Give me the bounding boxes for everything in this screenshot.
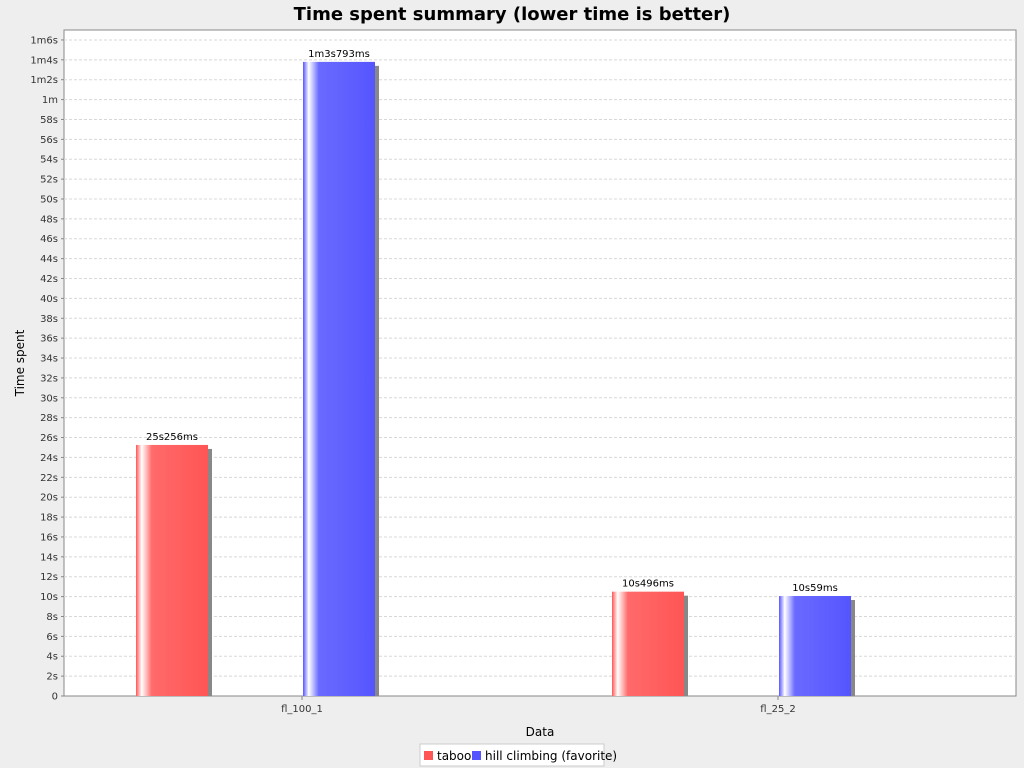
bars bbox=[136, 61, 855, 696]
y-tick-label: 1m bbox=[42, 95, 58, 106]
x-tick-label: fl_25_2 bbox=[760, 704, 795, 715]
y-tick-label: 50s bbox=[40, 194, 58, 205]
bar-value-label: 25s256ms bbox=[146, 432, 198, 443]
y-tick-label: 24s bbox=[40, 453, 58, 464]
legend: taboo hill climbing (favorite) bbox=[419, 743, 617, 767]
x-tick-label: fl_100_1 bbox=[281, 704, 323, 715]
y-tick-label: 30s bbox=[40, 393, 58, 404]
y-tick-label: 10s bbox=[40, 592, 58, 603]
y-tick-label: 2s bbox=[46, 672, 58, 683]
y-tick-label: 4s bbox=[46, 652, 58, 663]
y-tick-label: 16s bbox=[40, 532, 58, 543]
y-tick-label: 1m2s bbox=[30, 75, 58, 86]
y-tick-label: 8s bbox=[46, 612, 58, 623]
y-tick-label: 18s bbox=[40, 513, 58, 524]
y-tick-label: 12s bbox=[40, 572, 58, 583]
bar-taboo-fl_25_2 bbox=[612, 591, 684, 696]
plot-area bbox=[63, 29, 1017, 697]
bar-value-label: 10s496ms bbox=[622, 579, 674, 590]
legend-item-hill-climbing: hill climbing (favorite) bbox=[485, 749, 617, 763]
y-tick-label: 14s bbox=[40, 552, 58, 563]
legend-swatch-taboo bbox=[424, 751, 433, 760]
bar-hill-climbing-fl_100_1 bbox=[303, 61, 375, 696]
grid-lines bbox=[64, 39, 1016, 677]
legend-box bbox=[419, 743, 605, 767]
y-tick-label: 52s bbox=[40, 175, 58, 186]
chart-title: Time spent summary (lower time is better… bbox=[294, 4, 731, 25]
bar-value-label: 10s59ms bbox=[792, 583, 838, 594]
legend-swatch-hill-climbing bbox=[472, 751, 481, 760]
x-axis-ticks: fl_100_1 fl_25_2 bbox=[281, 696, 796, 715]
x-axis-label: Data bbox=[526, 725, 555, 739]
y-tick-label: 20s bbox=[40, 493, 58, 504]
y-tick-label: 38s bbox=[40, 314, 58, 325]
y-tick-label: 32s bbox=[40, 373, 58, 384]
y-tick-label: 40s bbox=[40, 294, 58, 305]
y-tick-label: 54s bbox=[40, 155, 58, 166]
y-tick-label: 44s bbox=[40, 254, 58, 265]
y-tick-label: 1m6s bbox=[30, 35, 58, 46]
y-tick-label: 26s bbox=[40, 433, 58, 444]
bar-taboo-fl_100_1 bbox=[136, 444, 208, 696]
y-axis-ticks: 0 2s 4s 6s 8s 10s 12s 14s 16s 18s 20s 22s 24s 26s 28s 3… bbox=[30, 35, 64, 703]
bar-value-label: 1m3s793ms bbox=[308, 49, 370, 60]
y-tick-label: 6s bbox=[46, 632, 58, 643]
legend-item-taboo: taboo bbox=[437, 749, 471, 763]
y-tick-label: 42s bbox=[40, 274, 58, 285]
y-axis-label: Time spent bbox=[13, 329, 27, 397]
y-tick-label: 28s bbox=[40, 413, 58, 424]
y-tick-label: 1m4s bbox=[30, 55, 58, 66]
y-tick-label: 46s bbox=[40, 234, 58, 245]
y-tick-label: 34s bbox=[40, 354, 58, 365]
y-tick-label: 58s bbox=[40, 115, 58, 126]
y-tick-label: 22s bbox=[40, 473, 58, 484]
bar-hill-climbing-fl_25_2 bbox=[779, 596, 851, 696]
y-tick-label: 56s bbox=[40, 135, 58, 146]
y-tick-label: 36s bbox=[40, 334, 58, 345]
y-tick-label: 0 bbox=[52, 692, 58, 703]
bar-value-labels: 25s256ms 1m3s793ms 10s496ms 10s59ms bbox=[146, 49, 838, 594]
y-tick-label: 48s bbox=[40, 214, 58, 225]
